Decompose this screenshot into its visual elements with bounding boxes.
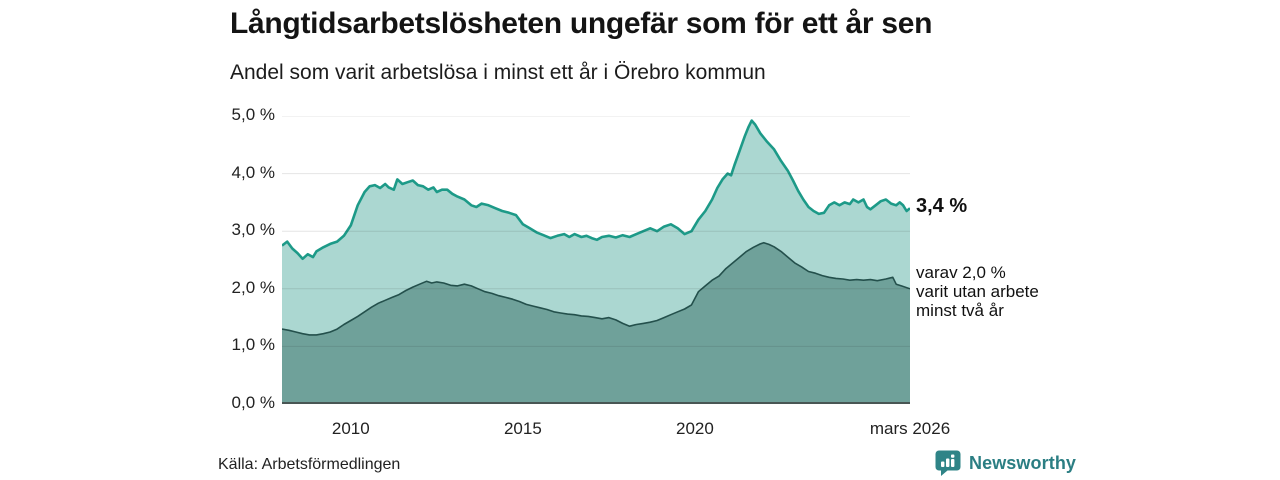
latest-value-label: 3,4 % [916, 195, 968, 217]
x-tick-label: mars 2026 [869, 419, 951, 438]
y-tick-label: 2,0 % [231, 277, 275, 297]
area-subset-line [282, 241, 910, 336]
plot-svg [282, 116, 910, 404]
newsworthy-logo-icon [935, 450, 961, 476]
subset-annotation-line: varit utan arbete [916, 282, 1039, 301]
subset-annotation-line: varav 2,0 % [916, 263, 1006, 282]
page-title: Långtidsarbetslösheten ungefär som för e… [230, 7, 933, 40]
y-tick-label: 3,0 % [231, 220, 275, 240]
x-tick-label: 2015 [503, 419, 542, 438]
y-tick-label: 5,0 % [231, 105, 275, 124]
y-tick-label: 4,0 % [231, 162, 275, 182]
subset-annotation: varav 2,0 % varit utan arbete minst två … [916, 263, 1039, 320]
source-note: Källa: Arbetsförmedlingen [218, 456, 401, 473]
x-tick-label: 2020 [676, 419, 714, 438]
chart-subtitle: Andel som varit arbetslösa i minst ett å… [230, 61, 766, 84]
subset-annotation-line: minst två år [916, 301, 1004, 320]
newsworthy-brand-name: Newsworthy [969, 452, 1077, 473]
area-total-line [282, 119, 910, 261]
y-tick-label: 0,0 % [231, 393, 275, 412]
x-tick-label: 2010 [331, 419, 370, 438]
y-tick-label: 1,0 % [231, 335, 275, 355]
newsworthy-brand-link[interactable]: Newsworthy [934, 449, 1076, 477]
